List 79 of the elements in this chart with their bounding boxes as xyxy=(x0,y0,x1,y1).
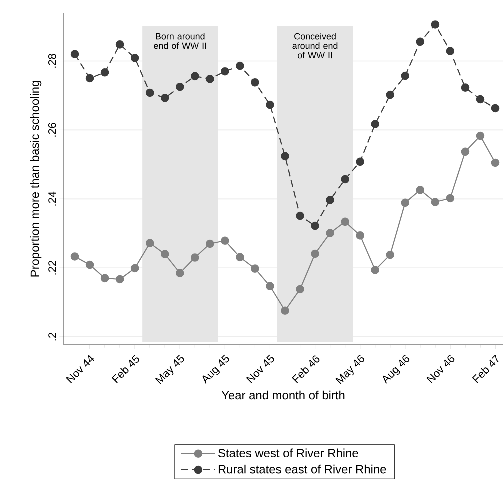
point xyxy=(401,198,410,208)
point xyxy=(461,148,470,156)
point xyxy=(476,95,485,104)
point xyxy=(311,250,320,258)
point xyxy=(86,260,94,270)
point xyxy=(251,264,260,273)
point xyxy=(100,274,110,283)
x-tick-label: Feb 47 xyxy=(472,354,499,384)
point xyxy=(130,54,140,62)
point xyxy=(191,254,200,262)
point xyxy=(281,152,290,161)
point xyxy=(461,84,470,92)
x-tick-label: Nov 45 xyxy=(246,354,274,384)
x-tick-label: Feb 46 xyxy=(292,356,320,384)
point xyxy=(311,222,320,230)
x-tick-label: Nov 46 xyxy=(426,356,455,384)
point xyxy=(176,82,184,92)
band-label: Conceived around end of WW II xyxy=(292,33,338,59)
point xyxy=(130,264,140,273)
point xyxy=(356,232,364,240)
point xyxy=(236,253,244,262)
point xyxy=(341,218,350,226)
point xyxy=(296,212,304,220)
point xyxy=(386,250,395,260)
point xyxy=(86,74,94,83)
point xyxy=(341,175,350,184)
point xyxy=(371,266,380,274)
y-tick-label: .28 xyxy=(48,54,56,68)
y-axis-title: Proportion more than basic schooling xyxy=(30,81,42,277)
point xyxy=(416,38,425,46)
x-tick-label: May 46 xyxy=(336,356,365,384)
point xyxy=(416,186,425,194)
x-tick-label: Feb 45 xyxy=(112,355,140,384)
point xyxy=(191,72,200,81)
y-tick-label: .26 xyxy=(48,123,56,137)
point xyxy=(251,78,260,87)
point xyxy=(146,88,154,98)
x-tick-label: Nov 44 xyxy=(66,355,94,384)
legend-label: States west of River Rhine xyxy=(218,448,358,458)
point xyxy=(100,68,110,77)
point xyxy=(401,72,410,80)
point xyxy=(356,158,364,166)
x-tick-label: Aug 46 xyxy=(383,356,410,384)
point xyxy=(116,40,124,49)
point xyxy=(296,285,304,294)
point xyxy=(70,252,80,261)
point xyxy=(206,75,214,84)
y-tick-label: .2 xyxy=(48,333,56,341)
point xyxy=(491,104,500,113)
point xyxy=(160,250,170,258)
point xyxy=(146,239,154,248)
y-tick-label: .24 xyxy=(48,192,56,206)
point xyxy=(431,20,440,29)
x-tick-label: Aug 45 xyxy=(202,354,230,384)
point xyxy=(281,306,290,316)
point xyxy=(206,240,214,248)
point xyxy=(371,120,380,128)
point xyxy=(116,275,124,284)
band-label: Born around end of WW II xyxy=(154,33,206,50)
point xyxy=(491,158,500,168)
point xyxy=(236,62,244,70)
point xyxy=(266,100,274,110)
point xyxy=(446,47,455,56)
point xyxy=(431,198,440,206)
point xyxy=(160,94,170,102)
point xyxy=(221,67,230,76)
y-tick-label: .22 xyxy=(48,261,56,275)
x-axis-title: Year and month of birth xyxy=(222,390,345,400)
point xyxy=(266,282,274,291)
point xyxy=(446,194,455,203)
point xyxy=(326,196,334,204)
point xyxy=(326,229,334,238)
legend-label: Rural states east of River Rhine xyxy=(218,464,386,474)
point xyxy=(176,269,184,278)
point xyxy=(476,132,485,140)
x-tick-label: May 45 xyxy=(155,354,184,384)
point xyxy=(221,236,230,246)
point xyxy=(386,90,395,100)
point xyxy=(70,50,80,59)
